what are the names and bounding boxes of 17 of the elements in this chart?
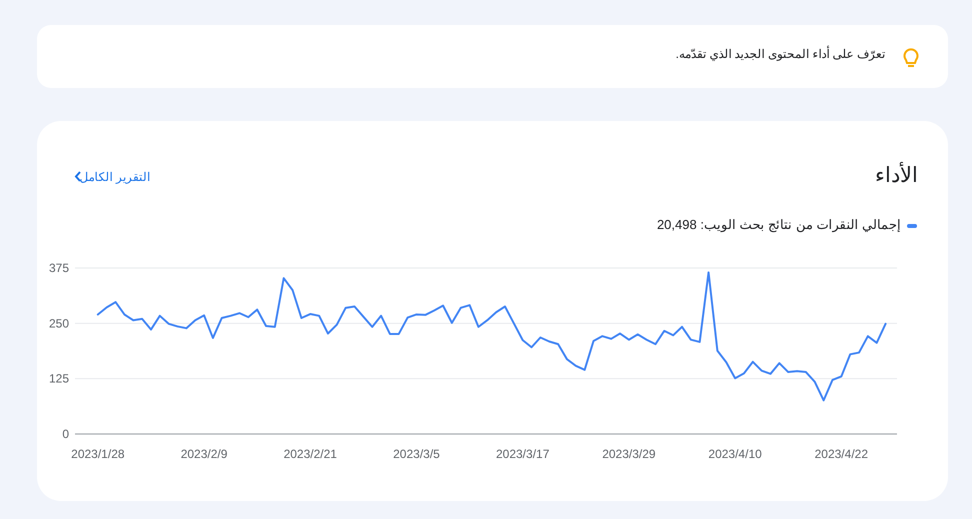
x-tick-label: 2023/1/28 xyxy=(71,447,125,461)
x-tick-label: 2023/4/10 xyxy=(708,447,762,461)
annotation: تعرّف على أداء المحتوى الجديد الذي تقدّمه. xyxy=(676,47,885,61)
line-series xyxy=(96,271,887,402)
y-tick-label: 0 xyxy=(62,427,70,441)
x-tick-label: 2023/4/22 xyxy=(814,447,868,461)
x-tick-label: 2023/3/5 xyxy=(393,447,440,461)
y-tick-label: 375 xyxy=(48,261,70,275)
legend-label: إجمالي النقرات من نتائج بحث الويب: 20,498 xyxy=(656,217,901,232)
x-tick-label: 2023/2/21 xyxy=(284,447,338,461)
annotation: التقرير الكامل xyxy=(80,170,150,184)
title: الأداء xyxy=(875,163,918,188)
x-tick-label: 2023/2/9 xyxy=(180,447,228,461)
x-tick-label: 2023/3/29 xyxy=(602,447,656,461)
y-tick-label: 250 xyxy=(48,316,70,330)
x-tick-label: 2023/3/17 xyxy=(496,447,550,461)
y-tick-label: 125 xyxy=(48,372,70,386)
